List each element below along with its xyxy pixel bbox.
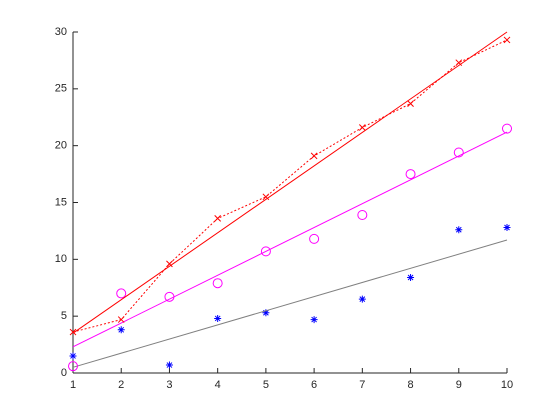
marker [68,361,78,372]
y-tick-label: 30 [55,26,67,38]
marker [116,288,127,299]
x-tick-label: 5 [263,379,269,391]
y-tick-label: 10 [55,253,67,265]
marker [358,124,366,131]
marker [405,169,416,180]
y-tick-label: 5 [61,310,67,322]
line [72,31,508,334]
marker [310,152,318,160]
x-tick-label: 1 [70,379,76,391]
marker [262,309,270,317]
y-tick-label: 25 [55,83,67,95]
marker [453,147,464,158]
marker [214,215,222,222]
x-tick-label: 9 [456,379,462,391]
marker [214,314,222,322]
marker [309,233,320,244]
marker [164,291,175,302]
marker [166,260,173,268]
marker [358,295,366,303]
marker [260,246,271,257]
marker [69,352,77,360]
x-tick-label: 8 [407,379,413,391]
line [72,239,508,368]
line [72,131,508,348]
x-tick-label: 4 [215,379,221,391]
marker [69,328,77,336]
x-tick-label: 3 [166,379,172,391]
x-tick-label: 7 [359,379,365,391]
y-tick-label: 20 [55,140,67,152]
y-tick-label: 15 [55,196,67,208]
marker [212,278,223,289]
marker [455,226,463,234]
marker [357,210,368,221]
y-tick-label: 0 [61,367,67,379]
x-tick-label: 6 [311,379,317,391]
marker [262,193,270,201]
marker [407,274,415,282]
marker [117,316,125,323]
marker [117,326,125,334]
x-tick-label: 2 [118,379,124,391]
marker [310,316,318,324]
marker [165,361,173,369]
marker [503,224,511,232]
marker [455,59,463,67]
marker [407,100,414,107]
x-tick-label: 10 [501,379,513,391]
marker [502,123,512,134]
marker [503,36,511,44]
